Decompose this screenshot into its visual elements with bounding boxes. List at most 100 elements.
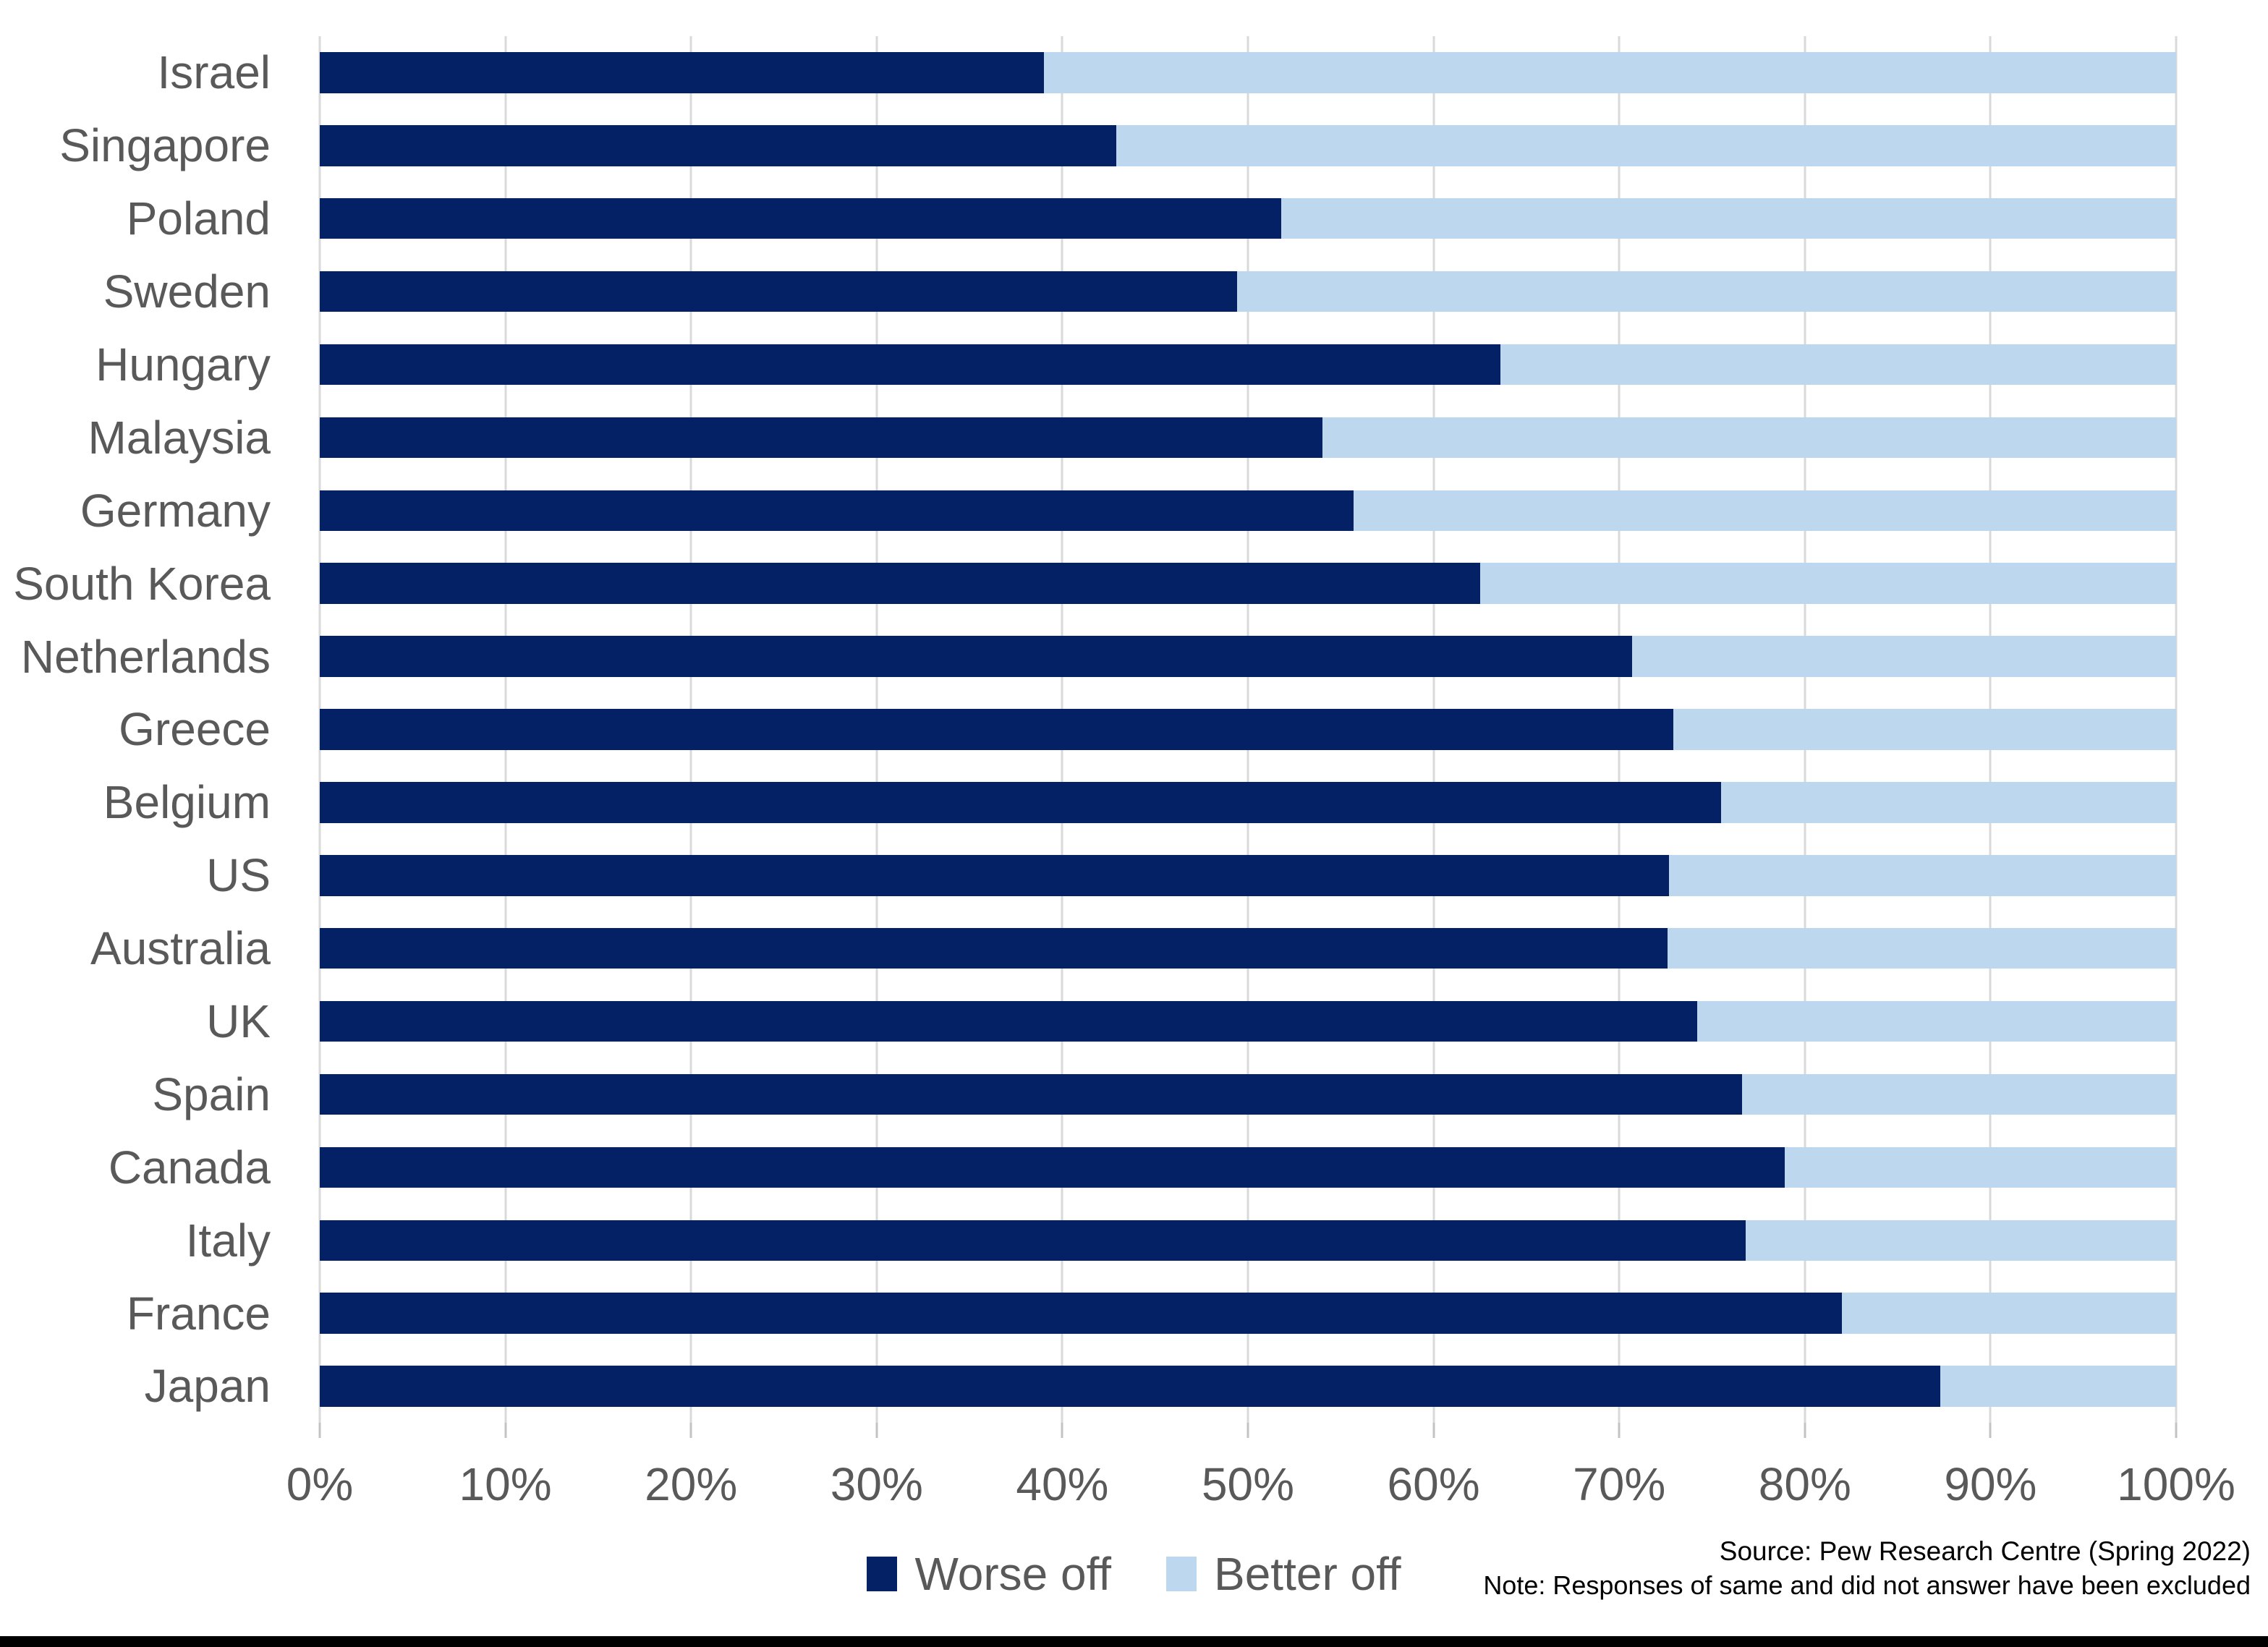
x-tick-label: 80%	[1758, 1458, 1851, 1510]
category-label: Australia	[90, 922, 271, 975]
bar-segment-better-off	[1696, 1000, 2176, 1042]
category-label: Canada	[108, 1141, 271, 1193]
bar-segment-better-off	[1741, 1073, 2176, 1115]
bar-row	[320, 1000, 2176, 1042]
bar-segment-better-off	[1673, 709, 2176, 750]
category-label: Malaysia	[88, 411, 271, 464]
note-text: Note: Responses of same and did not answ…	[1483, 1570, 2251, 1600]
bar-segment-worse-off	[320, 197, 1282, 239]
y-axis-labels: Israel Singapore Poland Sweden Hungary Malays…	[0, 36, 271, 1423]
bar-segment-better-off	[1354, 490, 2176, 532]
bar-segment-worse-off	[320, 1146, 1785, 1188]
bar-row	[320, 52, 2176, 93]
x-axis-tick-labels: 0% 10% 20% 30% 40% 50% 60% 70% 80% 90% 100%	[286, 1456, 2235, 1512]
bar-row	[320, 563, 2176, 604]
axis-tick	[318, 1423, 321, 1438]
bar-segment-better-off	[1322, 417, 2176, 459]
x-tick-label: 90%	[1944, 1458, 2037, 1510]
category-label: South Korea	[13, 557, 271, 610]
x-tick-label: 30%	[830, 1458, 923, 1510]
axis-tick	[1989, 1423, 1992, 1438]
bar-segment-worse-off	[320, 1000, 1697, 1042]
category-label: Japan	[144, 1360, 271, 1413]
bar-segment-better-off	[1784, 1146, 2176, 1188]
axis-tick	[2175, 1423, 2178, 1438]
bar-row	[320, 417, 2176, 459]
bar-segment-better-off	[1940, 1366, 2176, 1407]
bar-segment-worse-off	[320, 782, 1722, 823]
bar-segment-worse-off	[320, 490, 1354, 532]
bar-segment-worse-off	[320, 855, 1670, 896]
axis-tick	[689, 1423, 692, 1438]
bar-segment-worse-off	[320, 563, 1480, 604]
category-label: Poland	[126, 192, 271, 245]
bar-row	[320, 855, 2176, 896]
bar-segment-better-off	[1116, 125, 2176, 166]
category-label: Israel	[157, 46, 271, 99]
axis-tick	[1061, 1423, 1063, 1438]
legend-label: Worse off	[914, 1548, 1111, 1600]
bar-row	[320, 125, 2176, 166]
bar-row	[320, 1293, 2176, 1334]
bar-segment-better-off	[1667, 927, 2176, 969]
category-label: Italy	[185, 1214, 271, 1267]
bar-segment-better-off	[1281, 197, 2176, 239]
bar-row	[320, 1366, 2176, 1407]
axis-tick	[875, 1423, 878, 1438]
category-label: Greece	[119, 703, 271, 756]
bar-row	[320, 197, 2176, 239]
bar-segment-worse-off	[320, 1220, 1746, 1261]
bar-row	[320, 709, 2176, 750]
source-note-block: Source: Pew Research Centre (Spring 2022…	[1483, 1534, 2251, 1602]
bar-segment-worse-off	[320, 344, 1500, 386]
x-tick-label: 60%	[1387, 1458, 1480, 1510]
category-label: Belgium	[103, 776, 271, 829]
plot-area	[318, 36, 2178, 1438]
bar-row	[320, 1220, 2176, 1261]
bar-row	[320, 782, 2176, 823]
source-text: Source: Pew Research Centre (Spring 2022…	[1719, 1536, 2251, 1566]
bar-segment-better-off	[1669, 855, 2176, 896]
bar-segment-worse-off	[320, 636, 1633, 677]
x-tick-label: 70%	[1573, 1458, 1666, 1510]
axis-tick	[1246, 1423, 1249, 1438]
x-tick-label: 40%	[1016, 1458, 1109, 1510]
legend-swatch-icon	[1166, 1557, 1197, 1591]
bar-segment-worse-off	[320, 1366, 1941, 1407]
bar-row	[320, 1146, 2176, 1188]
category-label: Spain	[152, 1068, 271, 1120]
axis-tick	[1432, 1423, 1435, 1438]
category-label: Sweden	[103, 265, 271, 318]
category-label: UK	[206, 995, 271, 1048]
category-label: US	[206, 849, 271, 902]
bar-segment-worse-off	[320, 417, 1322, 459]
bar-row	[320, 271, 2176, 312]
x-tick-label: 20%	[645, 1458, 738, 1510]
bar-row	[320, 636, 2176, 677]
bottom-border-bar	[0, 1636, 2268, 1647]
gridline	[2175, 36, 2178, 1423]
bar-segment-worse-off	[320, 709, 1673, 750]
legend-swatch-icon	[867, 1557, 898, 1591]
category-label: France	[126, 1287, 271, 1340]
bar-segment-better-off	[1500, 344, 2176, 386]
legend-item: Better off	[1166, 1547, 1401, 1601]
bar-segment-better-off	[1842, 1293, 2176, 1334]
category-label: Hungary	[95, 339, 271, 391]
bar-segment-better-off	[1632, 636, 2176, 677]
x-tick-label: 0%	[286, 1458, 354, 1510]
bar-segment-better-off	[1236, 271, 2176, 312]
axis-tick	[1804, 1423, 1806, 1438]
bar-segment-better-off	[1043, 52, 2176, 93]
category-label: Singapore	[59, 119, 271, 172]
x-tick-label: 50%	[1201, 1458, 1295, 1510]
bar-row	[320, 1073, 2176, 1115]
bar-segment-worse-off	[320, 52, 1044, 93]
bar-segment-worse-off	[320, 125, 1116, 166]
x-tick-label: 10%	[459, 1458, 552, 1510]
legend: Worse off Better off	[0, 1546, 2268, 1601]
bar-segment-worse-off	[320, 271, 1237, 312]
x-tick-label: 100%	[2117, 1458, 2235, 1510]
bar-segment-worse-off	[320, 1293, 1843, 1334]
